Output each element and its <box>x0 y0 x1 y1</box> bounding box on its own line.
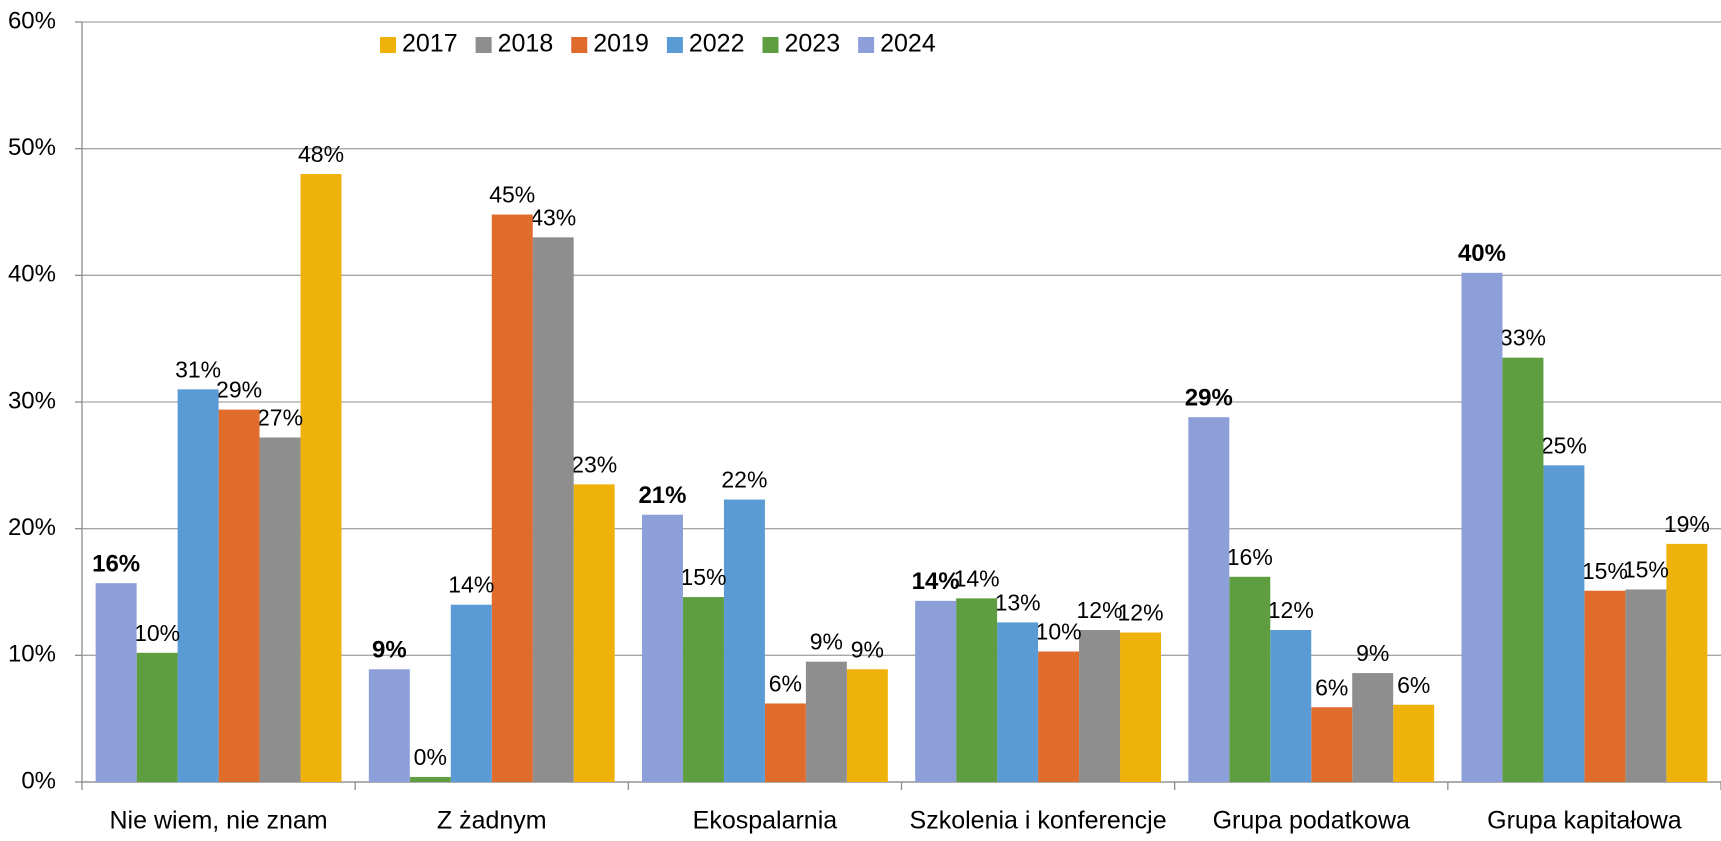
legend-swatch <box>762 37 779 53</box>
value-label: 15% <box>1623 557 1669 583</box>
value-label: 6% <box>1315 674 1348 700</box>
value-label: 40% <box>1458 240 1506 267</box>
y-tick-label: 10% <box>8 641 56 668</box>
value-label: 48% <box>298 141 344 167</box>
y-tick-label: 60% <box>8 7 56 34</box>
value-label: 12% <box>1268 597 1314 623</box>
bar <box>1666 543 1708 782</box>
value-label: 29% <box>216 377 262 403</box>
value-label: 25% <box>1541 432 1587 458</box>
value-label: 15% <box>1582 558 1628 584</box>
bar <box>1625 589 1667 782</box>
x-tick-label: Z żadnym <box>437 807 547 835</box>
bar <box>532 237 574 783</box>
value-label: 9% <box>810 629 843 655</box>
x-tick-label: Szkolenia i konferencje <box>910 807 1167 835</box>
legend-label: 2017 <box>402 30 458 58</box>
value-label: 6% <box>769 671 802 697</box>
bar <box>1188 417 1230 782</box>
bar <box>368 669 410 782</box>
bar <box>259 437 301 782</box>
bar <box>95 583 137 782</box>
bar <box>1079 630 1121 782</box>
bar <box>682 597 724 782</box>
bar <box>723 499 765 782</box>
value-label: 15% <box>680 564 726 590</box>
legend-label: 2019 <box>593 30 649 58</box>
value-label: 9% <box>372 637 407 664</box>
x-tick-label: Ekospalarnia <box>693 807 838 835</box>
bar <box>805 661 847 782</box>
value-label: 29% <box>1185 385 1233 412</box>
bar <box>846 669 888 782</box>
bar <box>1229 576 1271 782</box>
value-label: 13% <box>995 589 1041 615</box>
value-label: 9% <box>1356 640 1389 666</box>
value-label: 31% <box>175 356 221 382</box>
value-label: 14% <box>448 572 494 598</box>
value-label: 21% <box>638 482 686 509</box>
legend-label: 2023 <box>785 30 841 58</box>
bar <box>136 652 178 782</box>
bar <box>218 409 260 782</box>
bar <box>491 214 533 783</box>
x-tick-label: Grupa podatkowa <box>1213 807 1410 835</box>
bar <box>1038 651 1080 782</box>
legend-swatch <box>380 37 396 53</box>
value-label: 27% <box>257 405 303 431</box>
legend-swatch <box>666 37 683 53</box>
bar <box>177 389 219 782</box>
bar <box>764 703 806 782</box>
bar <box>1584 590 1626 782</box>
value-label: 19% <box>1664 511 1710 537</box>
value-label: 12% <box>1077 597 1123 623</box>
bar <box>641 514 683 782</box>
x-tick-label: Grupa kapitałowa <box>1487 807 1682 835</box>
bar <box>1502 357 1544 782</box>
bar <box>409 776 451 782</box>
value-label: 16% <box>92 550 140 577</box>
value-label: 12% <box>1117 600 1163 626</box>
legend-swatch <box>858 37 875 53</box>
value-label: 14% <box>954 565 1000 591</box>
value-label: 23% <box>571 451 617 477</box>
bar <box>573 484 615 782</box>
bar <box>1120 632 1162 782</box>
bar <box>450 604 492 782</box>
value-label: 33% <box>1500 325 1546 351</box>
bar <box>1461 272 1503 782</box>
bar <box>1352 673 1394 782</box>
bar <box>1311 707 1353 782</box>
bar <box>1270 630 1312 782</box>
value-label: 45% <box>489 182 535 208</box>
value-label: 14% <box>912 568 960 595</box>
y-tick-label: 30% <box>8 387 56 414</box>
bar <box>1543 465 1585 782</box>
x-tick-label: Nie wiem, nie znam <box>110 807 328 835</box>
y-tick-label: 40% <box>8 261 56 288</box>
value-label: 0% <box>414 744 447 770</box>
legend-label: 2024 <box>880 30 936 58</box>
value-label: 43% <box>530 204 576 230</box>
value-label: 16% <box>1227 544 1273 570</box>
value-label: 22% <box>721 467 767 493</box>
value-label: 9% <box>851 636 884 662</box>
value-label: 10% <box>134 620 180 646</box>
value-label: 10% <box>1036 619 1082 645</box>
legend-swatch <box>571 37 588 53</box>
bar <box>915 600 957 782</box>
y-tick-label: 50% <box>8 134 56 161</box>
bar <box>1393 704 1435 782</box>
bar <box>997 622 1039 782</box>
y-tick-label: 20% <box>8 514 56 541</box>
value-label: 6% <box>1397 672 1430 698</box>
y-tick-label: 0% <box>21 767 56 794</box>
legend-swatch <box>475 37 492 53</box>
legend-label: 2018 <box>498 30 554 58</box>
bar <box>300 174 342 782</box>
legend-label: 2022 <box>689 30 745 58</box>
bar <box>956 598 998 782</box>
